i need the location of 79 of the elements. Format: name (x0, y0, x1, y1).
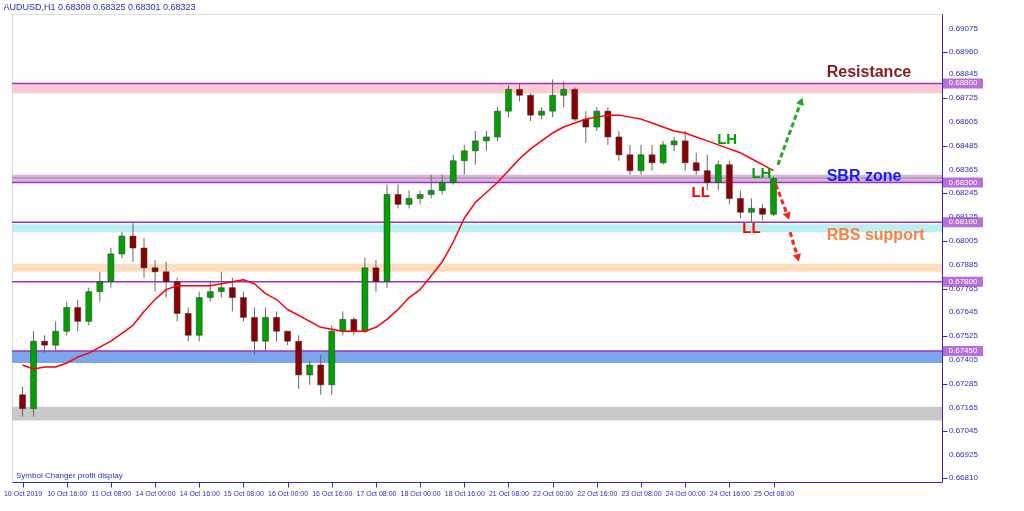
candlestick (306, 360, 313, 386)
ref-line-label: 0.67450 (948, 346, 979, 356)
candlestick (262, 306, 269, 352)
y-tick-label: 0.68485 (949, 140, 979, 150)
annotation: LH (717, 129, 738, 147)
y-tick-label: 0.67165 (949, 402, 979, 412)
band-label: RBS support (826, 226, 926, 244)
candlestick (505, 84, 512, 118)
candlestick (184, 306, 192, 342)
candlestick (582, 110, 590, 144)
candlestick (162, 261, 170, 299)
ref-line-label: 0.67800 (948, 276, 979, 286)
candlestick (339, 310, 347, 336)
candlestick (151, 259, 159, 293)
ref-line-label: 0.68800 (948, 78, 979, 88)
candlestick (240, 291, 247, 322)
candlestick (560, 80, 567, 108)
candlestick (483, 130, 490, 152)
chart-title: AUDUSD,H1 0.68308 0.68325 0.68301 0.68323 (3, 2, 196, 12)
candlestick (96, 271, 104, 303)
candlestick (273, 310, 280, 342)
candlestick (372, 259, 380, 293)
candlestick (207, 281, 214, 303)
annotation: Symbol Changer profit display (16, 471, 123, 480)
candlestick (626, 144, 634, 176)
candlestick (416, 189, 424, 205)
y-tick-label: 0.67645 (949, 307, 979, 317)
candlestick (670, 136, 678, 152)
candlestick (648, 144, 656, 172)
y-tick-label: 0.67405 (949, 355, 979, 365)
y-tick-label: 0.68005 (949, 236, 979, 246)
annotation: LL (742, 219, 761, 237)
candlestick (450, 154, 457, 186)
y-tick-label: 0.66810 (949, 473, 979, 483)
annotation: LH (751, 163, 772, 181)
candlestick (405, 189, 413, 209)
candlestick (715, 160, 722, 191)
candlestick (52, 320, 59, 352)
band-label: Resistance (826, 63, 912, 81)
y-tick-label: 0.66925 (949, 450, 979, 460)
candlestick (74, 299, 81, 332)
candlestick (737, 189, 744, 219)
y-tick-label: 0.67525 (949, 331, 979, 341)
candlestick (438, 174, 446, 195)
candlestick (19, 386, 26, 418)
y-tick-label: 0.67285 (949, 378, 979, 388)
candlestick (637, 144, 645, 176)
y-tick-label: 0.69075 (949, 23, 979, 33)
y-tick-label: 0.68845 (949, 69, 979, 79)
y-tick-label: 0.67885 (949, 259, 979, 269)
y-tick-label: 0.68365 (949, 164, 979, 174)
y-tick-label: 0.68245 (949, 188, 979, 198)
band-label: SBR zone (826, 166, 902, 184)
y-tick-label: 0.68605 (949, 117, 979, 127)
candlestick (129, 221, 137, 263)
candlestick (140, 237, 148, 279)
candlestick (118, 231, 126, 259)
annotation: LL (691, 183, 710, 201)
y-tick-label: 0.67765 (949, 283, 979, 293)
candlestick (427, 174, 435, 199)
candlestick (748, 197, 755, 223)
candlestick (615, 130, 623, 162)
candlestick (229, 277, 236, 312)
candlestick (317, 354, 324, 396)
y-tick-label: 0.68725 (949, 93, 979, 103)
candlestick (63, 301, 70, 336)
candlestick (251, 306, 258, 356)
candlestick (461, 144, 468, 176)
y-tick-label: 0.68960 (949, 46, 979, 56)
candlestick (549, 78, 556, 118)
candlestick (527, 92, 534, 122)
candlestick (681, 130, 689, 172)
candlestick (218, 271, 225, 299)
candlestick (394, 184, 402, 209)
ref-line-label: 0.68300 (948, 177, 979, 187)
candlestick (692, 152, 700, 176)
candlestick (659, 140, 667, 166)
candlestick (472, 130, 479, 166)
y-tick-label: 0.67045 (949, 426, 979, 436)
